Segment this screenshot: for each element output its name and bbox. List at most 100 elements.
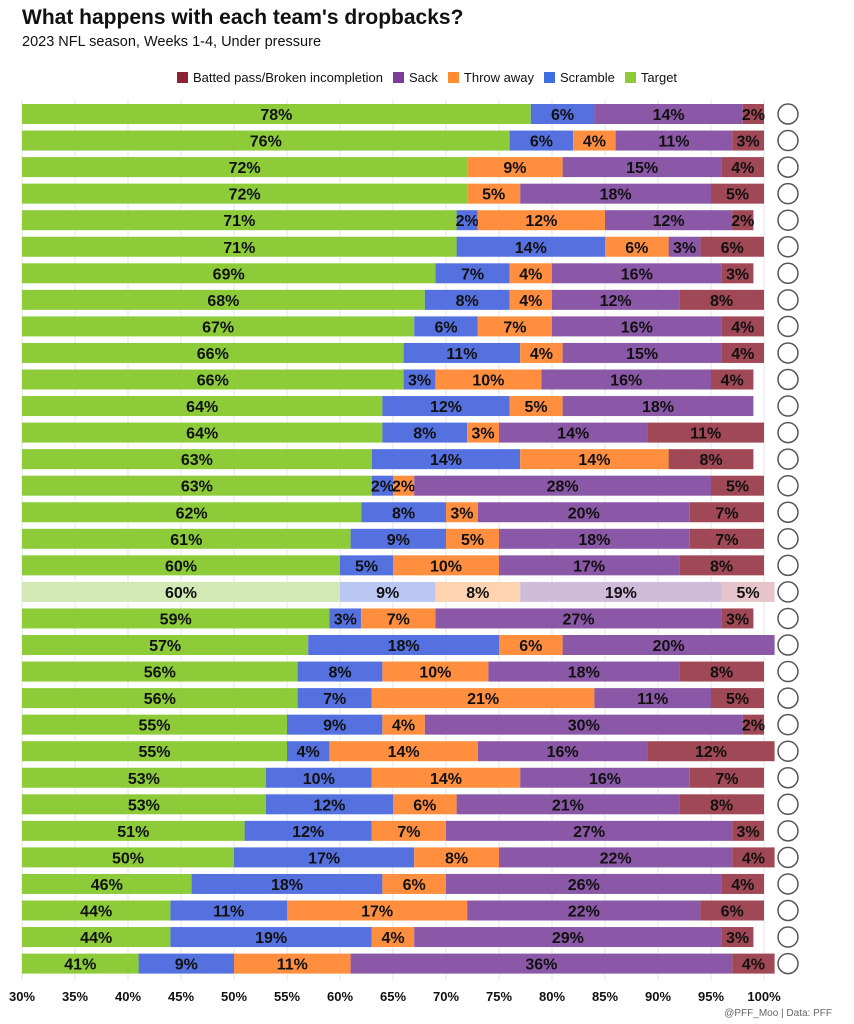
data-label: 2% [742,107,765,124]
team-logo-icon [777,421,799,444]
bar-segment-target [22,475,372,496]
data-label: 44% [80,930,112,947]
bar-segment-sack [488,661,680,682]
bar-segment-scramble [244,820,372,841]
data-label: 51% [117,824,149,841]
bar-segment-target [22,183,468,204]
bar-segment-sack [562,396,754,417]
bar-segment-target [22,449,372,470]
data-label: 6% [403,877,426,894]
bar-segment-scramble [435,263,510,284]
data-label: 3% [726,611,749,628]
team-logo-icon [777,660,799,683]
legend-swatch-batted [176,72,188,83]
legend-swatch-sack [393,72,404,83]
bar-segment-scramble [371,475,393,496]
bar-segment-scramble [234,847,415,868]
bar-segment-scramble [509,130,574,151]
bar-segment-sack [435,608,722,629]
data-label: 20% [653,638,685,655]
x-tick-label: 70% [433,989,459,1004]
bar-segment-sack [467,900,701,921]
team-logo-icon [777,395,799,417]
data-label: 26% [568,877,600,894]
data-label: 41% [64,957,96,974]
team-logo-icon [777,528,799,550]
bar-segment-throw-away [393,555,499,576]
data-label: 18% [568,665,600,682]
x-tick-label: 65% [380,989,406,1004]
data-label: 11% [690,426,721,443]
data-label: 14% [388,744,420,761]
bar-segment-sack [446,820,733,841]
bar-segment-scramble [138,953,234,974]
bar-segment-sack [424,714,743,735]
legend-item-batted: Batted pass/Broken incompletion [176,70,383,85]
data-label: 4% [742,957,765,974]
data-label: 6% [434,319,457,336]
bar-segment-batted [721,581,775,602]
data-label: 29% [552,930,584,947]
data-label: 2% [456,213,479,230]
x-tick-label: 30% [9,989,35,1004]
bar-segment-sack [552,263,722,284]
data-label: 18% [600,187,632,204]
data-label: 14% [515,240,547,257]
data-label: 14% [653,107,685,124]
bar-segment-scramble [265,767,372,788]
bar-segment-sack [499,422,648,443]
data-label: 4% [731,160,754,177]
bar-segment-batted [711,183,764,204]
data-label: 66% [197,373,229,390]
bar-segment-throw-away [329,741,478,762]
bar-segment-throw-away [477,316,552,337]
bar-segment-throw-away [382,661,489,682]
bar-segment-target [22,210,457,231]
bar-segment-target [22,688,298,709]
bar-segment-target [22,130,510,151]
team-logo-icon [777,926,799,948]
data-label: 50% [112,850,144,867]
bar-segment-sack [446,873,722,894]
legend-swatch-target [624,72,636,83]
legend-swatch-throw-away [447,72,459,83]
data-label: 17% [573,558,605,575]
bar-segment-batted [668,449,754,470]
bar-segment-batted [721,342,764,363]
data-label: 10% [303,771,335,788]
team-logo-icon [777,289,799,311]
data-label: 7% [397,824,420,841]
data-label: 6% [625,240,648,257]
bar-segment-target [22,369,404,390]
data-label: 14% [430,452,462,469]
data-label: 62% [176,505,208,522]
data-label: 8% [699,452,722,469]
data-label: 3% [450,505,473,522]
data-label: 4% [519,293,542,310]
bar-segment-batted [689,767,764,788]
bar-segment-batted [721,873,764,894]
bar-segment-throw-away [477,210,605,231]
data-label: 72% [229,160,261,177]
data-label: 60% [165,558,197,575]
bar-segment-batted [721,608,754,629]
legend-label-scramble: Scramble [559,70,615,85]
bar-segment-scramble [456,236,605,257]
bar-segment-scramble [329,608,362,629]
bar-segment-batted [721,316,764,337]
data-label: 4% [731,319,754,336]
bar-segment-sack [615,130,733,151]
data-label: 10% [430,558,462,575]
bar-segment-batted [679,289,764,310]
team-logo-icon [777,634,799,656]
bar-segment-throw-away [499,635,563,655]
team-logo-icon [777,129,799,152]
team-logo-icon [777,873,799,895]
data-label: 27% [573,824,605,841]
team-logo-icon [777,554,799,577]
bar-segment-throw-away [382,714,425,735]
data-label: 56% [144,691,176,708]
bar-segment-scramble [287,741,330,762]
team-logo-icon [777,236,799,258]
bar-segment-sack [594,104,743,124]
